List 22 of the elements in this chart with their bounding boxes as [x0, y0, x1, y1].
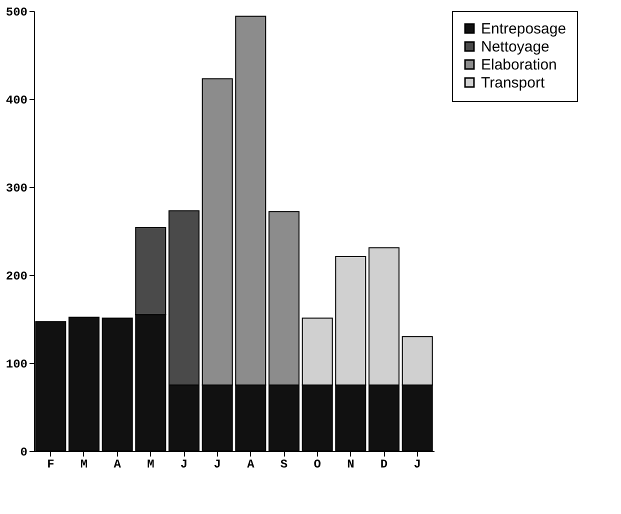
x-tick-label: A: [247, 458, 256, 472]
legend-label: Transport: [481, 74, 546, 92]
x-tick-label: J: [414, 458, 421, 472]
x-tick-label: N: [347, 458, 354, 472]
y-tick-label: 400: [6, 94, 28, 108]
y-tick-label: 200: [6, 270, 28, 284]
y-tick-label: 300: [6, 182, 28, 196]
legend-label: Elaboration: [481, 56, 557, 74]
x-tick-label: M: [80, 458, 88, 472]
x-tick-label: J: [214, 458, 221, 472]
legend-label: Nettoyage: [481, 38, 550, 56]
x-tick-label: A: [114, 458, 122, 472]
x-tick-label: F: [47, 458, 54, 472]
x-tick-label: M: [147, 458, 154, 472]
y-tick-label: 100: [6, 358, 28, 372]
y-tick-label: 500: [6, 6, 28, 20]
x-tick-label: D: [380, 458, 388, 472]
x-tick-label: S: [280, 458, 288, 472]
x-tick-label: J: [180, 458, 188, 472]
x-tick-label: O: [314, 458, 321, 472]
legend-label: Entreposage: [481, 20, 566, 38]
y-tick-label: 0: [20, 446, 28, 460]
